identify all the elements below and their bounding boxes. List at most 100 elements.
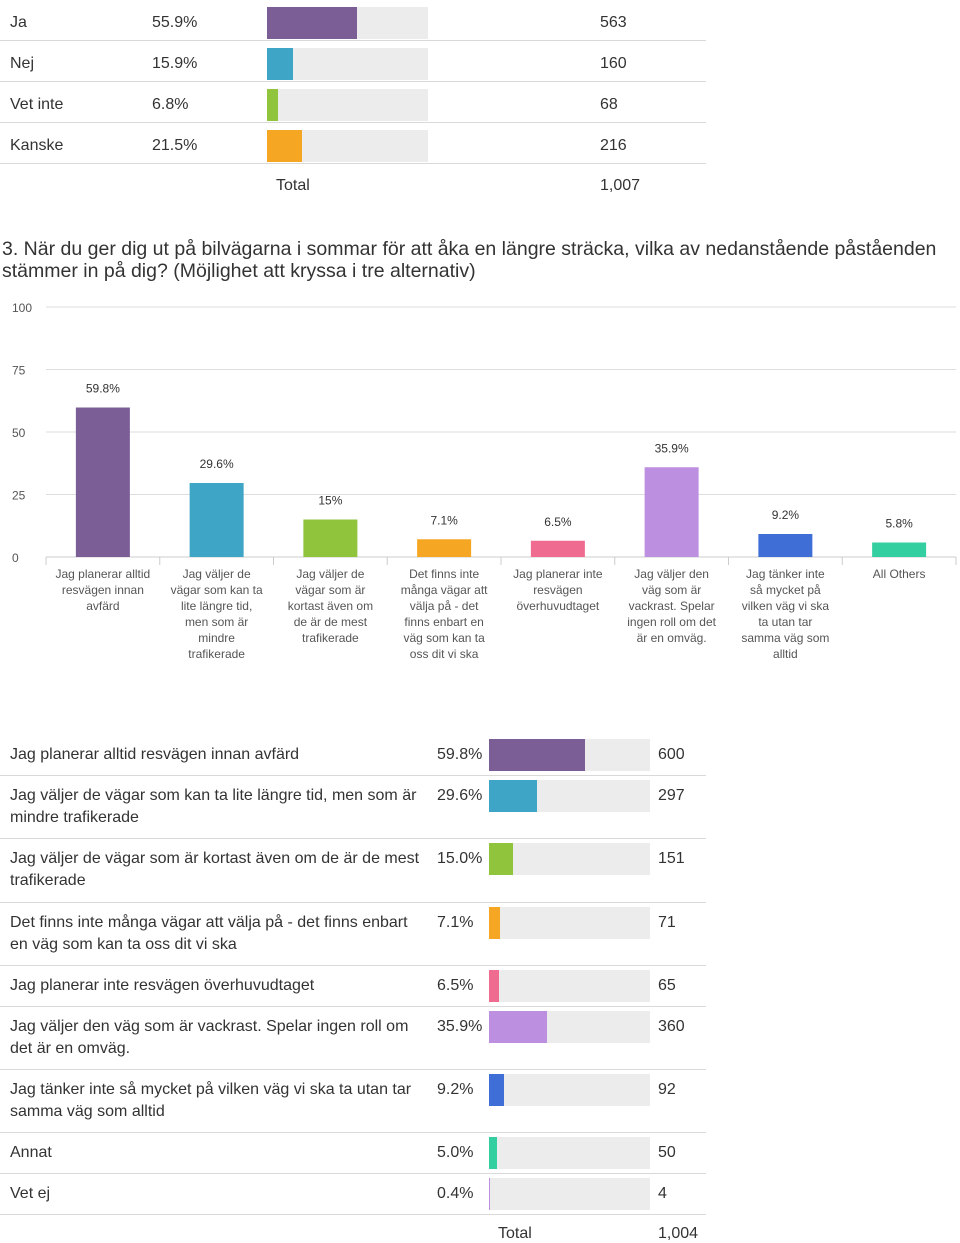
q3-total-value: 1,004: [658, 1225, 699, 1242]
q3-total-label: Total: [498, 1225, 532, 1242]
x-category-label-line: vackrast. Spelar: [628, 599, 715, 613]
x-category-label-line: ta utan tar: [758, 615, 813, 629]
x-category-label: Jag tänker inte så mycket på vilken väg vi…: [733, 566, 837, 662]
x-category-label-line: Jag väljer den: [634, 567, 709, 581]
x-category-label-line: All Others: [872, 567, 926, 581]
bar: [530, 540, 585, 557]
q2-row: Ja 55.9% 563: [0, 0, 706, 41]
x-category-label-line: men som är: [184, 615, 249, 629]
q3-row-percent: 29.6%: [437, 787, 483, 804]
q3-row-label: Jag tänker inte så mycket på vilken väg …: [10, 1081, 412, 1120]
x-category-label: Det finns inte många vägar att välja på - …: [392, 566, 496, 662]
bar: [189, 483, 244, 557]
q3-row-label: Vet ej: [10, 1185, 51, 1202]
q2-row-bar-fill: [267, 7, 357, 39]
q2-row-bar-track: [267, 130, 428, 162]
q2-row-count: 160: [600, 55, 627, 72]
x-category-label-line: alltid: [773, 647, 798, 661]
q3-row-label: Jag planerar alltid resvägen innan avfär…: [10, 746, 300, 763]
q3-row-percent: 59.8%: [437, 746, 483, 763]
q2-total-value: 1,007: [600, 177, 641, 194]
x-category-label-line: Jag väljer de: [182, 567, 251, 581]
bar-value-label: 6.5%: [544, 515, 572, 529]
q2-row-bar-track: [267, 7, 428, 39]
q2-row-bar-fill: [267, 48, 293, 80]
y-tick-label: 25: [12, 489, 26, 503]
q3-row: Jag väljer de vägar som kan ta lite läng…: [0, 776, 706, 839]
q2-row-label: Nej: [10, 55, 35, 72]
bar: [75, 407, 130, 557]
y-tick-label: 0: [12, 551, 19, 565]
q2-row-percent: 21.5%: [152, 137, 198, 154]
x-category-label-line: välja på - det: [409, 599, 479, 613]
q3-row-bar-track: [489, 907, 650, 939]
q3-row-count: 4: [658, 1185, 667, 1202]
q2-total-label: Total: [276, 177, 310, 194]
q3-row: Jag väljer de vägar som är kortast även …: [0, 839, 706, 903]
x-category-label: Jag väljer den väg som är vackrast. Spelar…: [620, 566, 724, 646]
q3-row-bar-track: [489, 1137, 650, 1169]
bar: [644, 467, 699, 557]
q3-row-percent: 35.9%: [437, 1018, 483, 1035]
q3-row-count: 71: [658, 914, 676, 931]
q3-row-bar-fill: [489, 1137, 498, 1169]
q2-row-bar-track: [267, 48, 428, 80]
y-tick-label: 50: [12, 426, 26, 440]
q3-row-percent: 15.0%: [437, 850, 483, 867]
q2-row-count: 68: [600, 96, 618, 113]
bar: [758, 534, 813, 557]
x-category-label-line: resvägen: [533, 583, 583, 597]
y-tick-label: 100: [12, 301, 32, 315]
q2-row-count: 216: [600, 137, 627, 154]
q3-row-percent: 9.2%: [437, 1081, 474, 1098]
q3-question-title: 3. När du ger dig ut på bilvägarna i som…: [2, 238, 937, 282]
x-category-label-line: ingen roll om det: [627, 615, 716, 629]
x-category-label-line: lite längre tid,: [180, 599, 253, 613]
q3-row: Jag tänker inte så mycket på vilken väg …: [0, 1070, 706, 1133]
x-category-label: Jag väljer de vägar som är kortast även om…: [278, 566, 382, 646]
x-category-label-line: Jag planerar inte: [513, 567, 603, 581]
bar-value-label: 9.2%: [772, 508, 800, 522]
q2-row-label: Kanske: [10, 137, 64, 154]
q3-row-percent: 6.5%: [437, 977, 474, 994]
q3-row-bar-track: [489, 739, 650, 771]
x-category-label: Jag planerar inte resvägen överhuvudtaget: [506, 566, 610, 614]
q2-row: Vet inte 6.8% 68: [0, 82, 706, 123]
x-category-label-line: så mycket på: [750, 583, 821, 597]
q3-bar-chart: 0 25 50 75 100 59.8% 29.6% 15% 7.1% 6.5% 35.9% 9.2…: [12, 301, 957, 565]
x-category-label-line: vilken väg vi ska: [741, 599, 830, 613]
q3-row-count: 297: [658, 787, 685, 804]
q2-row: Nej 15.9% 160: [0, 41, 706, 82]
q3-row-count: 50: [658, 1144, 676, 1161]
q2-row: Kanske 21.5% 216: [0, 123, 706, 164]
q3-row-bar-fill: [489, 1178, 490, 1210]
q3-row-percent: 0.4%: [437, 1185, 474, 1202]
x-category-label-line: oss dit vi ska: [409, 647, 479, 661]
q3-row-bar-track: [489, 843, 650, 875]
q2-row-label: Ja: [10, 14, 27, 31]
q3-row-count: 600: [658, 746, 685, 763]
bar: [872, 542, 927, 557]
q3-row-bar-track: [489, 970, 650, 1002]
q3-row-percent: 7.1%: [437, 914, 474, 931]
x-category-label-line: väg som är: [641, 583, 702, 597]
bar-value-label: 5.8%: [885, 517, 913, 531]
bar-value-label: 29.6%: [200, 457, 234, 471]
x-category-label: All Others: [847, 566, 951, 582]
bar-value-label: 7.1%: [430, 513, 458, 527]
q3-row-bar-fill: [489, 739, 586, 771]
x-category-label-line: finns enbart en: [404, 615, 484, 629]
q2-row-percent: 55.9%: [152, 14, 198, 31]
bar: [303, 519, 358, 557]
q3-row-label: Jag väljer de vägar som kan ta lite läng…: [10, 787, 417, 826]
x-category-label-line: väg som kan ta: [403, 631, 485, 645]
q3-row: Det finns inte många vägar att välja på …: [0, 903, 706, 966]
q3-row: Jag väljer den väg som är vackrast. Spel…: [0, 1007, 706, 1070]
q3-row: Jag planerar inte resvägen överhuvudtage…: [0, 966, 706, 1007]
q3-row-percent: 5.0%: [437, 1144, 474, 1161]
bar: [417, 539, 472, 557]
x-category-label-line: resvägen innan: [61, 583, 144, 597]
q3-row: Annat 5.0% 50: [0, 1133, 706, 1174]
x-category-label-line: kortast även om: [287, 599, 374, 613]
q2-row-bar-fill: [267, 130, 302, 162]
